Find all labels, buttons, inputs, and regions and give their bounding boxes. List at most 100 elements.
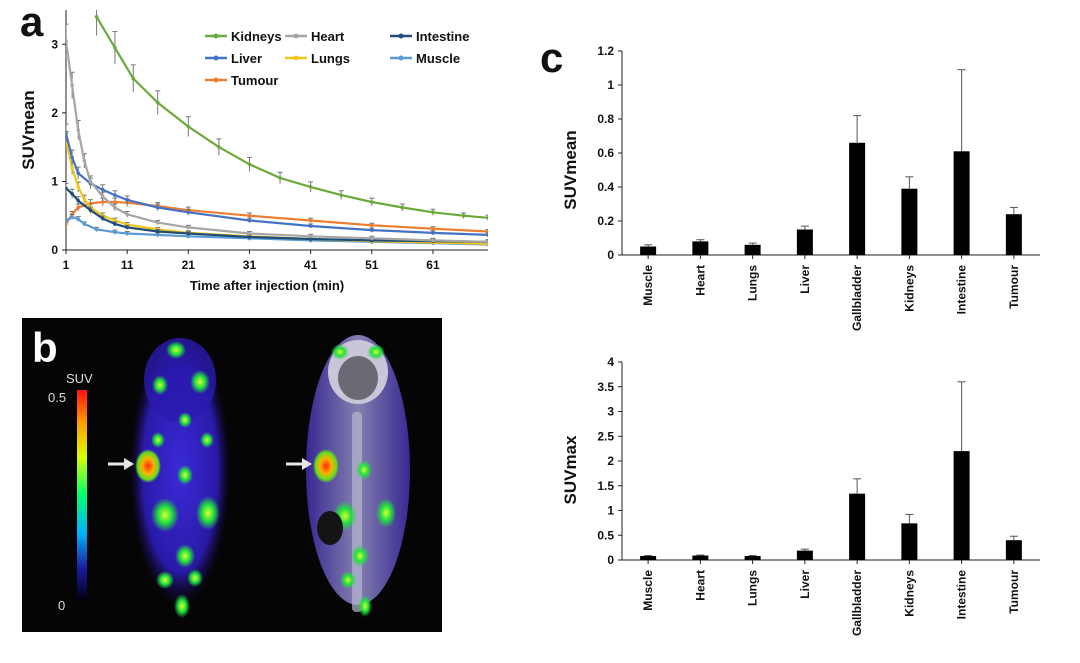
bar-chart-suvmean: 0 0.2 0.4 0.6 0.8 1 1.2 SUVmean Muscle Heart Lungs… [561, 44, 1040, 331]
data-point [70, 83, 74, 88]
y-tick-label: 3.5 [597, 380, 614, 394]
data-point [155, 100, 160, 105]
bar-liver [796, 550, 813, 560]
category-label: Liver [798, 265, 812, 294]
category-label: Intestine [955, 265, 969, 315]
bar-gallbladder [849, 142, 866, 255]
data-point [113, 45, 117, 50]
bar-lungs [744, 244, 761, 255]
legend-marker-intestine [398, 33, 404, 39]
data-point [217, 145, 221, 149]
y-tick-label: 1 [607, 78, 614, 92]
panel-label-c: c [540, 34, 563, 81]
data-point [70, 155, 74, 160]
data-point [94, 227, 99, 232]
bar-tumour [1005, 540, 1022, 560]
y-axis-title: SUVmean [19, 90, 38, 169]
bar-liver [796, 229, 813, 255]
y-tick-label: 1 [51, 174, 58, 188]
data-point [486, 239, 488, 244]
data-point [70, 215, 74, 219]
y-tick-label: 0 [607, 553, 614, 567]
data-point [82, 159, 87, 163]
x-tick-label: 41 [304, 258, 318, 272]
data-point [247, 231, 252, 236]
legend-marker-lungs [293, 55, 299, 61]
data-point [186, 234, 191, 239]
legend-marker-tumour [213, 77, 219, 83]
bar-intestine [953, 151, 970, 255]
y-tick-label: 3 [51, 37, 58, 51]
colorbar-title: SUV [66, 371, 93, 386]
tumour-arrow-right [286, 458, 312, 470]
data-point [431, 226, 435, 231]
legend-marker-liver [213, 55, 219, 61]
category-label: Lungs [746, 570, 760, 606]
category-label: Tumour [1007, 265, 1021, 309]
data-point [70, 165, 74, 170]
data-point [431, 238, 435, 243]
data-point [76, 205, 81, 210]
x-tick-label: 61 [426, 258, 440, 272]
category-label: Tumour [1007, 570, 1021, 614]
plot-area [66, 10, 488, 247]
data-point [369, 236, 374, 241]
pet-image-panel: b SUV 0.5 0 [22, 318, 442, 632]
data-point [461, 213, 466, 218]
data-point [155, 205, 160, 210]
data-point [155, 229, 160, 234]
data-point [125, 212, 129, 217]
data-point [186, 231, 191, 236]
panel-label-a: a [20, 0, 44, 45]
data-point [369, 223, 374, 228]
series-liver [66, 123, 488, 237]
series-heart [66, 23, 488, 244]
category-label: Muscle [641, 265, 655, 306]
x-axis-title: Time after injection (min) [190, 278, 344, 293]
data-point [66, 219, 68, 223]
y-tick-label: 0 [607, 248, 614, 262]
data-point [76, 217, 81, 221]
y-axis-title: SUVmean [561, 130, 580, 209]
data-point [278, 176, 282, 180]
category-label: Heart [693, 265, 707, 296]
category-label: Lungs [746, 265, 760, 301]
colorbar [77, 390, 87, 600]
series-kidneys [94, 10, 488, 221]
data-point [247, 218, 252, 223]
data-point [308, 224, 313, 228]
y-axis-title: SUVmax [561, 435, 580, 505]
data-point [66, 131, 68, 136]
legend-label-heart: Heart [311, 29, 345, 44]
y-tick-label: 2.5 [597, 429, 614, 443]
y-tick-label: 1.5 [597, 479, 614, 493]
bar-heart [692, 241, 709, 255]
data-point [100, 187, 105, 192]
bar-muscle [640, 556, 657, 560]
y-tick-label: 0.5 [597, 528, 614, 542]
pet-ct-scan-right [306, 335, 410, 617]
data-point [125, 231, 129, 236]
data-point [70, 191, 74, 196]
legend-label-lungs: Lungs [311, 51, 350, 66]
legend-label-kidneys: Kidneys [231, 29, 282, 44]
data-point [486, 233, 488, 237]
line-liver [66, 133, 488, 236]
legend-marker-heart [293, 33, 299, 39]
data-point [82, 197, 87, 202]
y-tick-label: 2 [607, 454, 614, 468]
data-point [113, 200, 117, 204]
colorbar-min-label: 0 [58, 598, 65, 613]
y-tick-label: 1.2 [597, 44, 614, 58]
data-point [308, 234, 313, 239]
data-point [100, 200, 105, 204]
panel-label-b: b [32, 324, 58, 371]
data-point [82, 222, 87, 226]
category-label: Muscle [641, 570, 655, 611]
data-point [186, 124, 191, 129]
legend-marker-muscle [398, 55, 404, 61]
legend-label-liver: Liver [231, 51, 262, 66]
data-point [369, 200, 374, 204]
